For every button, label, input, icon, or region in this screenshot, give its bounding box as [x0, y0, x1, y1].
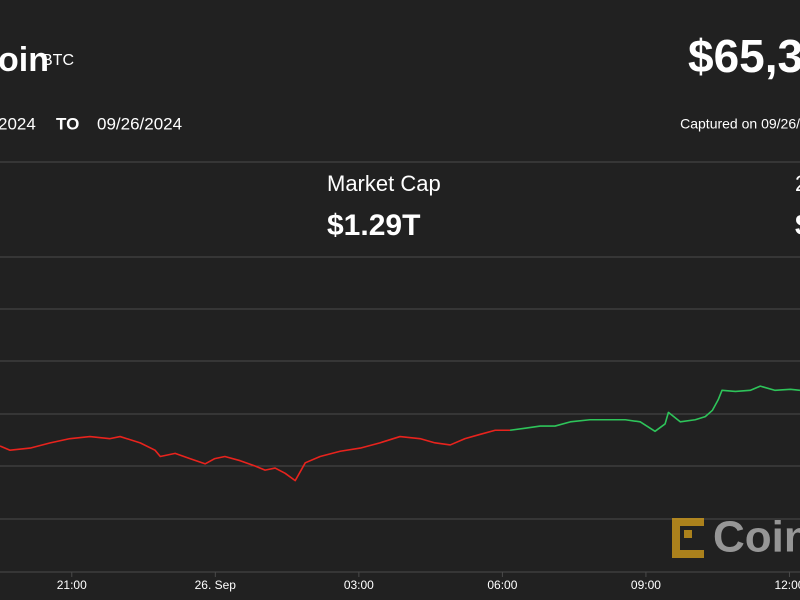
watermark-logo [672, 518, 704, 558]
stat-label: Market Cap [327, 171, 441, 196]
watermark: Coin [672, 513, 800, 562]
plot: 21:00 26. Sep 03:00 06:00 09:00 12:00 [0, 385, 800, 592]
price-line [509, 385, 800, 433]
watermark-text: Coin [713, 513, 800, 562]
x-tick-label: 12:00 [774, 578, 800, 592]
stat-label: 2 [795, 171, 800, 196]
captured-on: Captured on 09/26/ [680, 116, 800, 132]
date-to-word: TO [56, 114, 79, 133]
x-tick-label: 03:00 [344, 578, 374, 592]
x-tick-label: 06:00 [487, 578, 517, 592]
x-tick-label: 26. Sep [195, 578, 237, 592]
stat-value: $ [795, 209, 800, 242]
grid [0, 256, 800, 573]
x-tick-label: 09:00 [631, 578, 661, 592]
coin-name: oin [0, 41, 49, 79]
date-from: 2024 [0, 114, 36, 133]
x-tick-label: 21:00 [57, 578, 87, 592]
stat-value: $1.29T [327, 209, 420, 242]
date-to: 09/26/2024 [97, 114, 182, 133]
coin-symbol: BTC [42, 52, 74, 69]
current-price: $65,3 [688, 30, 800, 82]
price-line [0, 429, 511, 482]
